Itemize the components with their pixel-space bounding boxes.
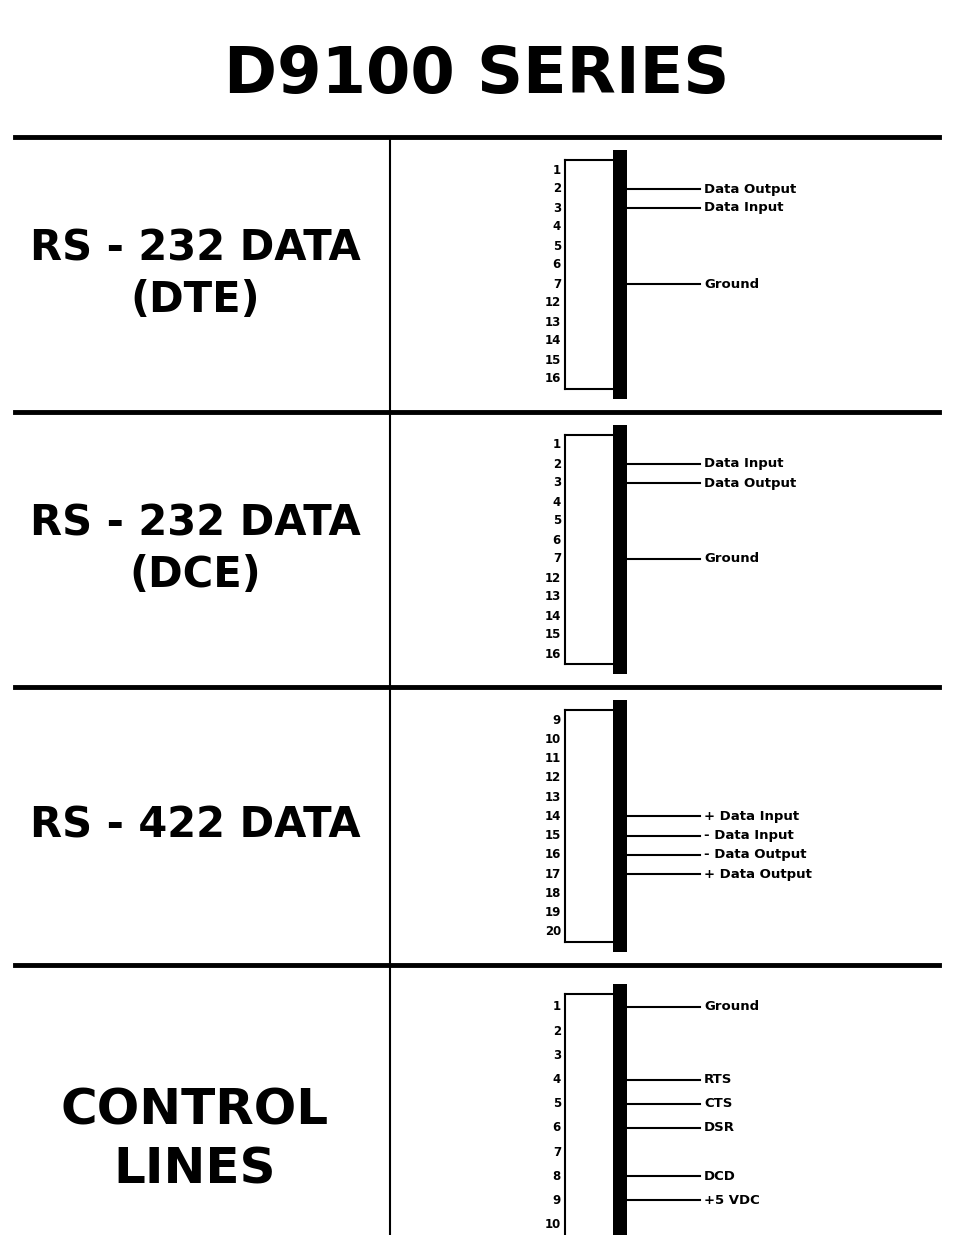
Text: 15: 15 bbox=[544, 829, 560, 842]
Text: 20: 20 bbox=[544, 925, 560, 939]
Text: 4: 4 bbox=[552, 221, 560, 233]
Text: DCD: DCD bbox=[703, 1170, 735, 1183]
Text: 6: 6 bbox=[552, 1121, 560, 1135]
Text: 16: 16 bbox=[544, 647, 560, 661]
Text: RS - 422 DATA: RS - 422 DATA bbox=[30, 805, 360, 847]
Text: +5 VDC: +5 VDC bbox=[703, 1194, 759, 1207]
Text: 14: 14 bbox=[544, 610, 560, 622]
Text: 1: 1 bbox=[553, 163, 560, 177]
Text: 6: 6 bbox=[552, 534, 560, 547]
Text: DSR: DSR bbox=[703, 1121, 734, 1135]
Text: 16: 16 bbox=[544, 848, 560, 861]
Text: Ground: Ground bbox=[703, 552, 759, 566]
Text: 19: 19 bbox=[544, 906, 560, 919]
Text: RTS: RTS bbox=[703, 1073, 732, 1086]
Text: 15: 15 bbox=[544, 353, 560, 367]
Text: 4: 4 bbox=[552, 1073, 560, 1086]
Bar bbox=[613, 149, 626, 399]
Text: 14: 14 bbox=[544, 335, 560, 347]
Text: 18: 18 bbox=[544, 887, 560, 900]
Text: 5: 5 bbox=[552, 240, 560, 252]
Text: Data Input: Data Input bbox=[703, 457, 782, 471]
Text: 1: 1 bbox=[553, 1000, 560, 1014]
Text: Data Input: Data Input bbox=[703, 201, 782, 215]
Text: 6: 6 bbox=[552, 258, 560, 272]
Text: 5: 5 bbox=[552, 1097, 560, 1110]
Text: 1: 1 bbox=[553, 438, 560, 452]
Text: 2: 2 bbox=[553, 1025, 560, 1037]
Text: 16: 16 bbox=[544, 373, 560, 385]
Text: 4: 4 bbox=[552, 495, 560, 509]
Text: 7: 7 bbox=[553, 1146, 560, 1158]
Text: 12: 12 bbox=[544, 572, 560, 584]
Text: 5: 5 bbox=[552, 515, 560, 527]
Bar bbox=[613, 425, 626, 674]
Text: CONTROL
LINES: CONTROL LINES bbox=[61, 1087, 329, 1194]
Text: + Data Output: + Data Output bbox=[703, 867, 811, 881]
Text: 14: 14 bbox=[544, 810, 560, 823]
Text: 13: 13 bbox=[544, 590, 560, 604]
Text: 3: 3 bbox=[553, 201, 560, 215]
Text: 9: 9 bbox=[552, 714, 560, 727]
Text: - Data Output: - Data Output bbox=[703, 848, 805, 861]
Bar bbox=[613, 984, 626, 1235]
Text: 3: 3 bbox=[553, 477, 560, 489]
Text: CTS: CTS bbox=[703, 1097, 732, 1110]
Text: 17: 17 bbox=[544, 867, 560, 881]
Text: 10: 10 bbox=[544, 734, 560, 746]
Text: Data Output: Data Output bbox=[703, 183, 796, 195]
Text: 12: 12 bbox=[544, 296, 560, 310]
Bar bbox=[613, 700, 626, 952]
Text: RS - 232 DATA
(DCE): RS - 232 DATA (DCE) bbox=[30, 503, 360, 597]
Text: 15: 15 bbox=[544, 629, 560, 641]
Text: 13: 13 bbox=[544, 790, 560, 804]
Text: 13: 13 bbox=[544, 315, 560, 329]
Text: 12: 12 bbox=[544, 772, 560, 784]
Text: 7: 7 bbox=[553, 552, 560, 566]
Text: D9100 SERIES: D9100 SERIES bbox=[224, 44, 729, 106]
Text: Ground: Ground bbox=[703, 278, 759, 290]
Text: RS - 232 DATA
(DTE): RS - 232 DATA (DTE) bbox=[30, 227, 360, 321]
Text: 3: 3 bbox=[553, 1049, 560, 1062]
Text: 11: 11 bbox=[544, 752, 560, 766]
Text: 2: 2 bbox=[553, 183, 560, 195]
Text: - Data Input: - Data Input bbox=[703, 829, 793, 842]
Text: 10: 10 bbox=[544, 1218, 560, 1231]
Text: 7: 7 bbox=[553, 278, 560, 290]
Text: Data Output: Data Output bbox=[703, 477, 796, 489]
Text: 2: 2 bbox=[553, 457, 560, 471]
Text: + Data Input: + Data Input bbox=[703, 810, 799, 823]
Text: Ground: Ground bbox=[703, 1000, 759, 1014]
Text: 9: 9 bbox=[552, 1194, 560, 1207]
Text: 8: 8 bbox=[552, 1170, 560, 1183]
